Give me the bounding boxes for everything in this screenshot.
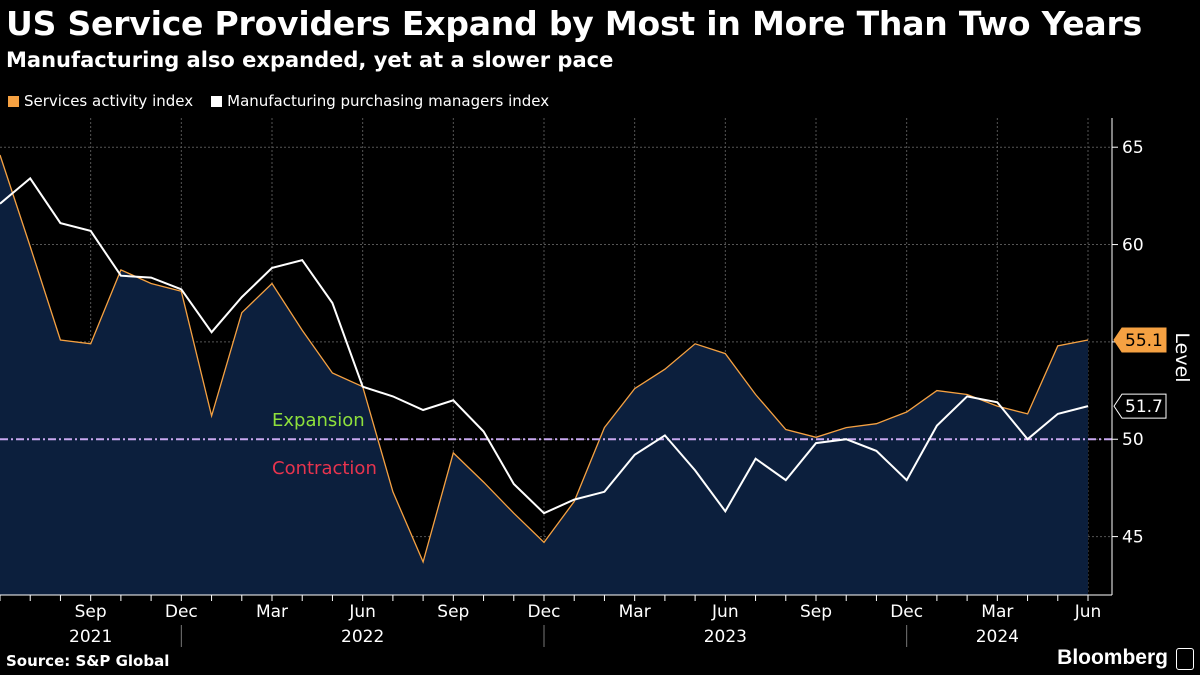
x-tick-label: Sep: [437, 602, 469, 622]
legend-swatch-manufacturing: [211, 95, 223, 107]
chart-title: US Service Providers Expand by Most in M…: [6, 4, 1143, 43]
x-tick-label: Sep: [75, 602, 107, 622]
legend-label-manufacturing: Manufacturing purchasing managers index: [227, 92, 550, 110]
brand-logo: Bloomberg: [1057, 646, 1168, 669]
x-tick-label: Dec: [890, 602, 923, 622]
end-value-label: 51.7: [1125, 397, 1163, 417]
legend-item-manufacturing: Manufacturing purchasing managers index: [211, 92, 549, 110]
x-tick-label: Jun: [348, 602, 376, 622]
source-note: Source: S&P Global: [6, 652, 170, 670]
x-tick-label: Sep: [800, 602, 832, 622]
x-tick-label: Mar: [981, 602, 1013, 622]
x-tick-label: Jun: [1074, 602, 1102, 622]
y-tick-label: 45: [1122, 528, 1144, 548]
x-year-label: 2024: [976, 627, 1019, 647]
end-value-tag: [1113, 327, 1167, 353]
legend-label-services: Services activity index: [24, 92, 194, 110]
expansion-label: Expansion: [272, 410, 365, 431]
bloomberg-terminal-icon: [1176, 648, 1194, 670]
y-axis-title: Level: [1171, 332, 1193, 382]
contraction-label: Contraction: [272, 458, 377, 479]
x-tick-label: Dec: [165, 602, 198, 622]
x-tick-label: Mar: [256, 602, 288, 622]
end-value-tag: [1113, 393, 1167, 419]
x-tick-label: Mar: [619, 602, 651, 622]
x-year-label: 2022: [341, 627, 384, 647]
legend-swatch-services: [8, 95, 19, 107]
x-year-label: 2023: [704, 627, 747, 647]
services-area: [0, 155, 1088, 595]
services-line: [0, 154, 1089, 564]
x-year-label: 2021: [69, 627, 112, 647]
legend: Services activity index Manufacturing pu…: [8, 92, 549, 110]
legend-item-services: Services activity index: [8, 92, 193, 110]
end-value-label: 55.1: [1125, 331, 1163, 351]
manufacturing-line: [0, 176, 1089, 515]
y-tick-label: 60: [1122, 236, 1144, 256]
chart-subtitle: Manufacturing also expanded, yet at a sl…: [6, 48, 614, 72]
y-tick-label: 50: [1122, 430, 1144, 450]
x-tick-label: Dec: [528, 602, 561, 622]
y-tick-label: 65: [1122, 138, 1144, 158]
x-tick-label: Jun: [711, 602, 739, 622]
